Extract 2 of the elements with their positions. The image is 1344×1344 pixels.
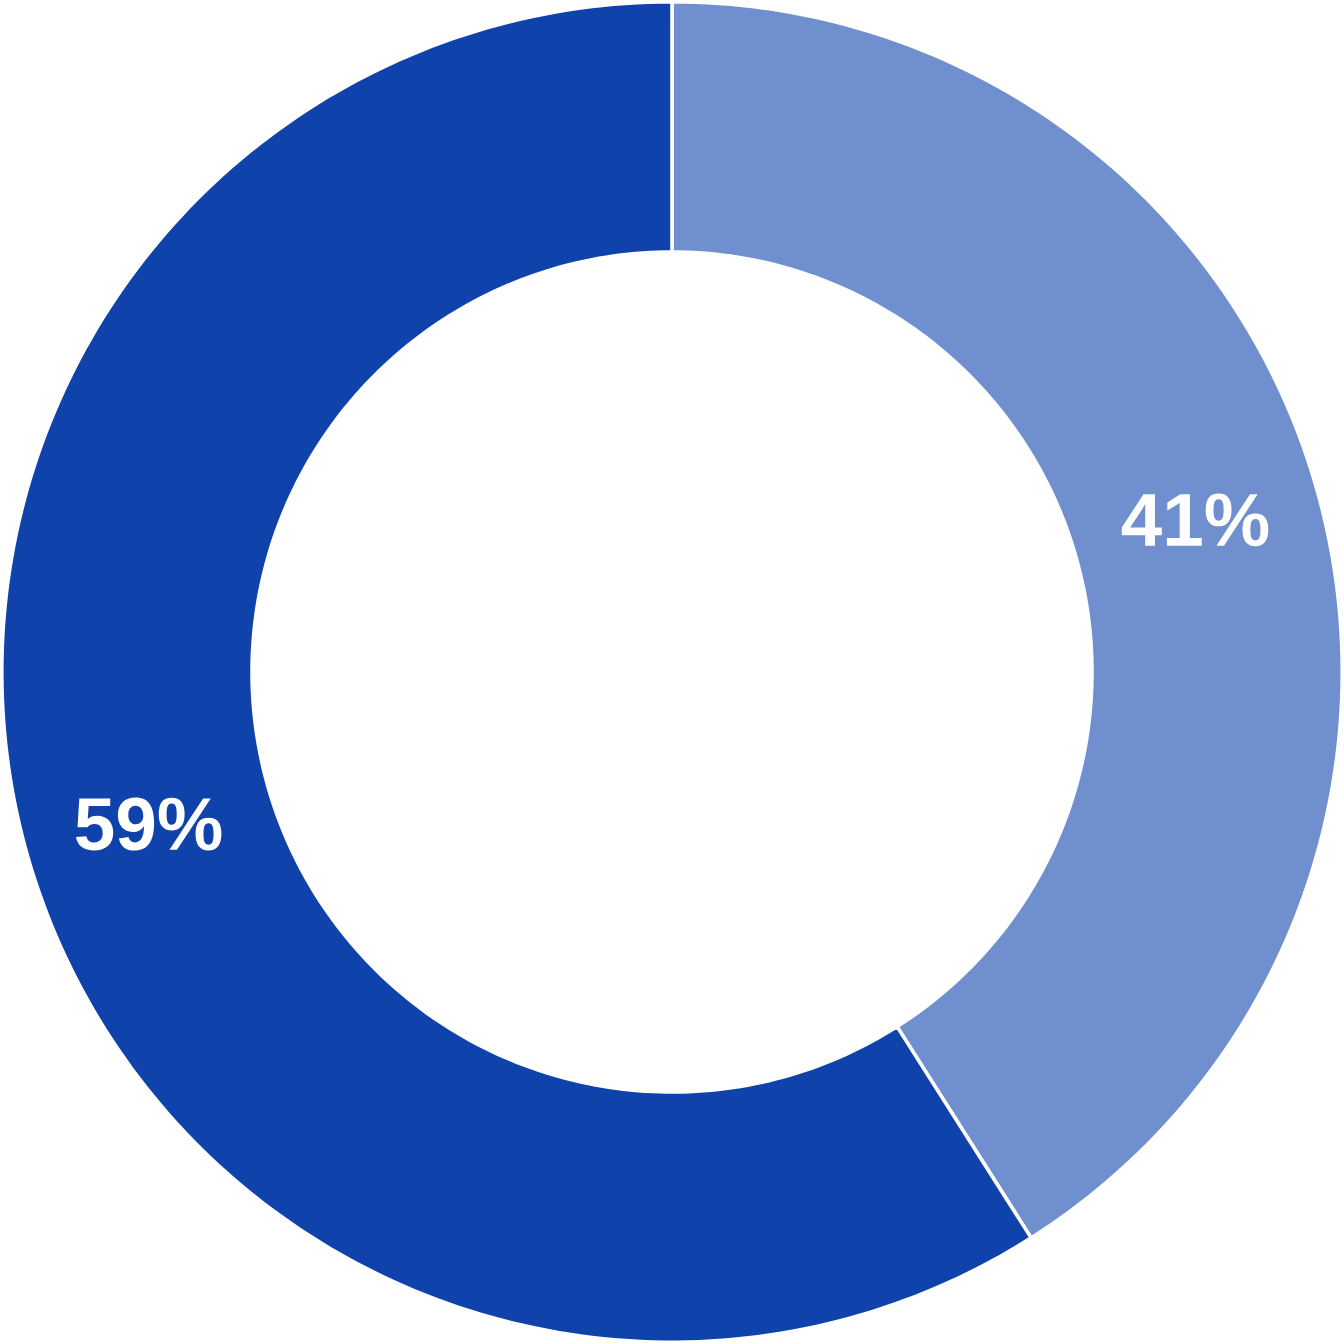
data-label: 41% [1121, 493, 1269, 547]
data-label: 59% [76, 797, 222, 851]
